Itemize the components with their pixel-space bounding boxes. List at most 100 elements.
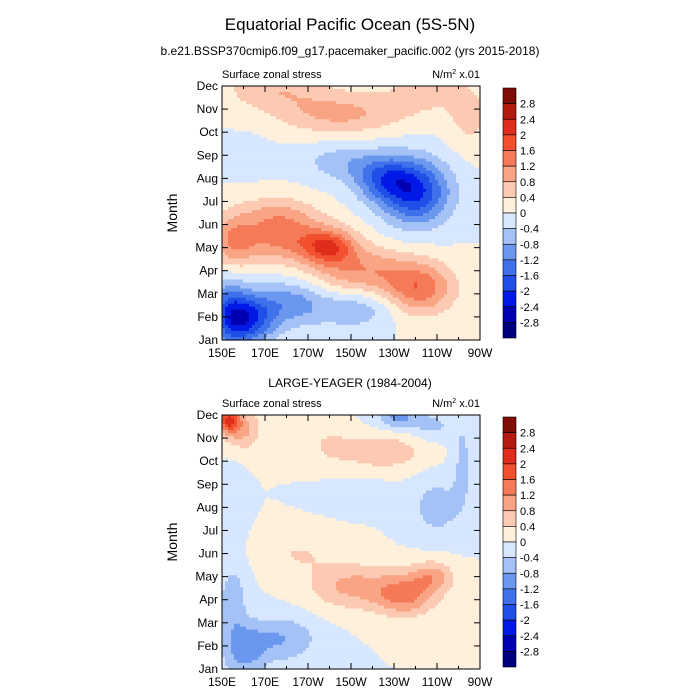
heatmap-cell xyxy=(231,237,235,241)
heatmap-cell xyxy=(342,179,346,184)
heatmap-cell xyxy=(366,137,370,142)
heatmap-cell xyxy=(282,101,286,105)
heatmap-cell xyxy=(258,140,262,145)
heatmap-cell xyxy=(390,249,394,253)
heatmap-cell xyxy=(363,92,367,96)
heatmap-cell xyxy=(363,95,367,99)
heatmap-cell xyxy=(264,92,268,96)
heatmap-cell xyxy=(372,213,376,217)
heatmap-cell xyxy=(348,149,352,154)
heatmap-cell xyxy=(300,86,304,90)
heatmap-cell xyxy=(273,104,277,108)
heatmap-cell xyxy=(357,155,361,160)
heatmap-cell xyxy=(246,234,250,238)
heatmap-cell xyxy=(222,249,226,253)
heatmap-cell xyxy=(363,246,367,250)
heatmap-cell xyxy=(360,173,364,178)
heatmap-cell xyxy=(372,194,376,199)
heatmap-cell xyxy=(393,146,397,151)
heatmap-cell xyxy=(270,101,274,105)
heatmap-cell xyxy=(285,252,289,256)
heatmap-cell xyxy=(420,194,424,199)
heatmap-cell xyxy=(468,158,472,163)
heatmap-cell xyxy=(399,255,403,259)
heatmap-cell xyxy=(330,228,334,232)
heatmap-cell xyxy=(432,122,436,126)
heatmap-cell xyxy=(288,128,292,132)
heatmap-cell xyxy=(297,98,301,102)
heatmap-cell xyxy=(474,194,478,199)
heatmap-cell xyxy=(246,240,250,244)
heatmap-cell xyxy=(396,86,400,90)
heatmap-cell xyxy=(351,125,355,129)
heatmap-cell xyxy=(327,234,331,238)
heatmap-cell xyxy=(408,197,412,202)
heatmap-cell xyxy=(468,222,472,226)
heatmap-cell xyxy=(246,246,250,250)
heatmap-cell xyxy=(297,203,301,208)
heatmap-cell xyxy=(405,240,409,244)
heatmap-cell xyxy=(264,203,268,208)
heatmap-cell xyxy=(276,125,280,129)
heatmap-cell xyxy=(300,185,304,190)
heatmap-cell xyxy=(471,104,475,108)
heatmap-cell xyxy=(270,228,274,232)
heatmap-cell xyxy=(402,249,406,253)
heatmap-cell xyxy=(411,101,415,105)
heatmap-cell xyxy=(225,86,229,90)
heatmap-cell xyxy=(330,170,334,175)
heatmap-cell xyxy=(231,137,235,142)
heatmap-cell xyxy=(420,231,424,235)
heatmap-cell xyxy=(276,131,280,135)
heatmap-cell xyxy=(315,95,319,99)
heatmap-cell xyxy=(315,86,319,90)
heatmap-cell xyxy=(324,152,328,157)
heatmap-cell xyxy=(255,182,259,187)
heatmap-cell xyxy=(225,255,229,259)
heatmap-cell xyxy=(411,258,415,262)
heatmap-cell xyxy=(471,98,475,102)
heatmap-cell xyxy=(477,191,481,196)
heatmap-cell xyxy=(288,258,292,262)
heatmap-cell xyxy=(459,161,463,166)
heatmap-cell xyxy=(228,122,232,126)
heatmap-cell xyxy=(264,185,268,190)
heatmap-cell xyxy=(351,116,355,120)
heatmap-cell xyxy=(438,143,442,148)
heatmap-cell xyxy=(378,203,382,208)
heatmap-cell xyxy=(252,255,256,259)
heatmap-cell xyxy=(342,158,346,163)
heatmap-cell xyxy=(393,185,397,190)
heatmap-cell xyxy=(258,116,262,120)
heatmap-cell xyxy=(330,116,334,120)
heatmap-cell xyxy=(432,200,436,205)
heatmap-cell xyxy=(417,152,421,157)
heatmap-cell xyxy=(447,98,451,102)
heatmap-cell xyxy=(450,234,454,238)
heatmap-cell xyxy=(474,140,478,145)
heatmap-cell xyxy=(366,152,370,157)
heatmap-cell xyxy=(441,185,445,190)
heatmap-cell xyxy=(267,213,271,217)
heatmap-cell xyxy=(456,243,460,247)
heatmap-cell xyxy=(330,240,334,244)
heatmap-cell xyxy=(273,219,277,223)
heatmap-cell xyxy=(405,237,409,241)
heatmap-cell xyxy=(264,240,268,244)
heatmap-cell xyxy=(396,92,400,96)
heatmap-cell xyxy=(333,225,337,229)
heatmap-cell xyxy=(345,231,349,235)
heatmap-cell xyxy=(468,155,472,160)
heatmap-cell xyxy=(327,231,331,235)
heatmap-cell xyxy=(375,95,379,99)
heatmap-cell xyxy=(357,122,361,126)
heatmap-cell xyxy=(375,216,379,220)
heatmap-cell xyxy=(300,137,304,142)
heatmap-cell xyxy=(387,116,391,120)
heatmap-cell xyxy=(441,140,445,145)
heatmap-cell xyxy=(291,158,295,163)
heatmap-cell xyxy=(342,161,346,166)
heatmap-cell xyxy=(375,185,379,190)
heatmap-cell xyxy=(375,246,379,250)
heatmap-cell xyxy=(228,243,232,247)
